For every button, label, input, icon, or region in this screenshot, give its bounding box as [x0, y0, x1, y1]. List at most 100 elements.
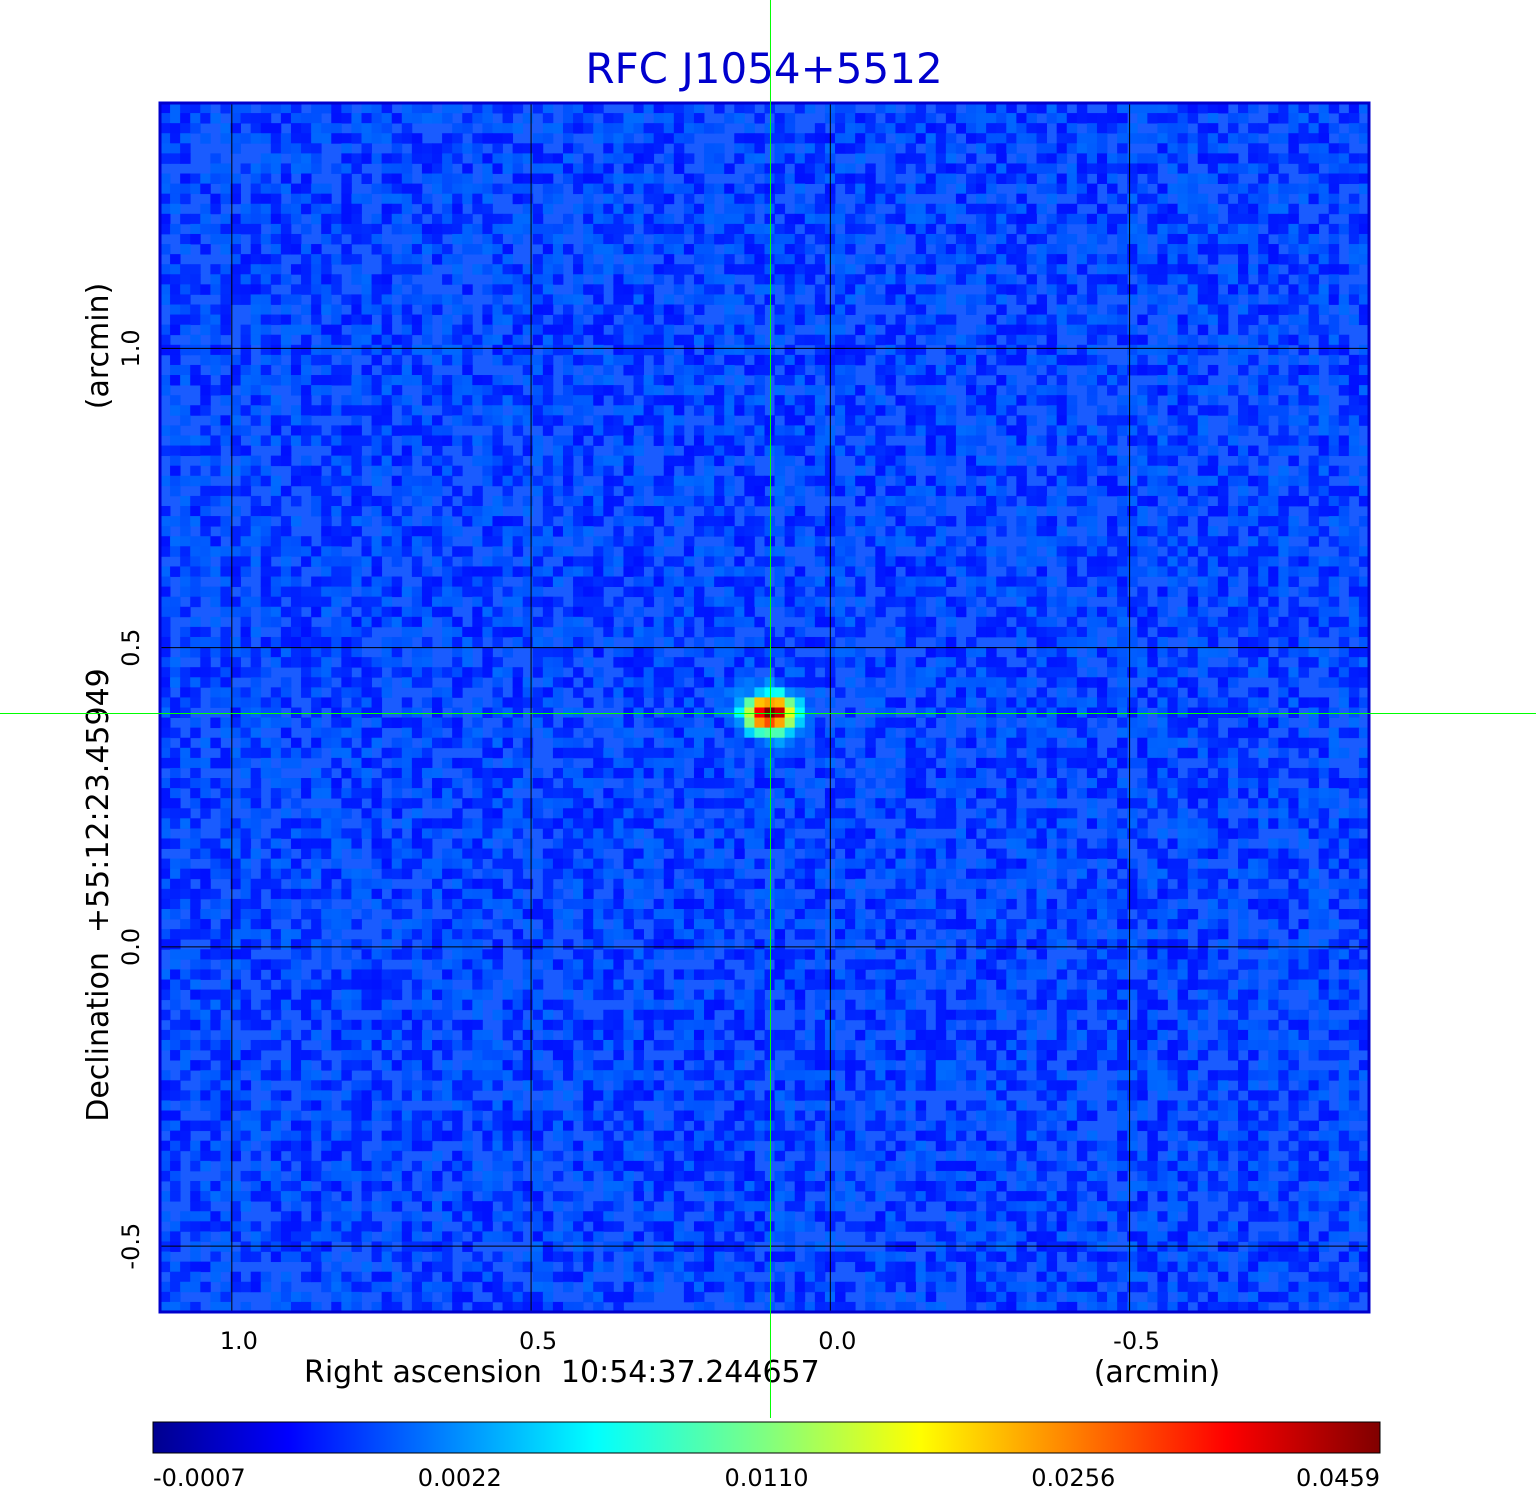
map-pixel — [432, 465, 443, 477]
map-pixel — [1227, 576, 1239, 587]
map-pixel — [814, 606, 826, 618]
map-pixel — [724, 516, 735, 527]
map-pixel — [381, 254, 393, 265]
map-pixel — [1248, 223, 1259, 235]
map-pixel — [1348, 576, 1360, 587]
map-pixel — [764, 274, 775, 285]
map-pixel — [391, 485, 403, 497]
map-pixel — [401, 636, 413, 648]
map-pixel — [583, 636, 594, 648]
map-pixel — [1338, 465, 1350, 477]
map-pixel — [230, 133, 241, 144]
map-pixel — [381, 284, 393, 295]
map-pixel — [1086, 667, 1098, 678]
map-pixel — [492, 254, 503, 265]
map-pixel — [1096, 143, 1108, 154]
map-pixel — [452, 576, 463, 587]
map-pixel — [512, 183, 524, 195]
map-pixel — [200, 113, 211, 124]
map-pixel — [764, 647, 775, 658]
map-pixel — [250, 375, 262, 386]
map-pixel — [1157, 526, 1168, 537]
map-pixel — [673, 375, 685, 386]
map-pixel — [190, 566, 201, 577]
map-pixel — [955, 193, 967, 205]
map-pixel — [643, 103, 655, 114]
map-pixel — [401, 435, 413, 446]
map-pixel — [704, 546, 715, 557]
map-pixel — [754, 395, 765, 406]
map-pixel — [835, 526, 846, 537]
map-pixel — [190, 596, 201, 608]
map-pixel — [522, 405, 534, 416]
map-pixel — [240, 344, 252, 356]
map-pixel — [754, 304, 765, 315]
map-pixel — [552, 657, 564, 668]
map-pixel — [653, 405, 665, 416]
map-pixel — [1127, 294, 1138, 305]
map-pixel — [160, 203, 171, 215]
map-pixel — [1278, 506, 1289, 517]
map-pixel — [432, 506, 443, 517]
map-pixel — [663, 596, 675, 608]
map-pixel — [1318, 616, 1330, 628]
map-pixel — [1217, 667, 1229, 678]
map-pixel — [210, 455, 221, 467]
map-pixel — [492, 304, 503, 315]
map-pixel — [1177, 163, 1189, 174]
map-pixel — [1026, 415, 1037, 426]
map-pixel — [482, 375, 493, 386]
map-pixel — [1268, 516, 1279, 527]
map-pixel — [704, 485, 715, 497]
map-pixel — [1016, 334, 1027, 346]
map-pixel — [1076, 425, 1088, 436]
map-pixel — [250, 657, 262, 668]
map-pixel — [653, 244, 665, 255]
map-pixel — [411, 284, 423, 295]
map-pixel — [321, 506, 332, 517]
map-pixel — [321, 536, 332, 547]
map-pixel — [955, 354, 967, 366]
map-pixel — [1117, 113, 1128, 124]
map-pixel — [522, 304, 534, 315]
map-pixel — [1187, 173, 1199, 184]
map-pixel — [1167, 415, 1178, 426]
map-pixel — [593, 264, 604, 275]
map-pixel — [764, 344, 775, 356]
map-pixel — [1157, 465, 1168, 477]
map-pixel — [1288, 475, 1299, 487]
map-pixel — [1227, 334, 1239, 346]
map-pixel — [1358, 616, 1369, 628]
map-pixel — [522, 586, 534, 598]
map-pixel — [170, 123, 181, 134]
map-pixel — [1177, 213, 1189, 225]
map-pixel — [351, 264, 362, 275]
map-pixel — [814, 576, 826, 587]
map-pixel — [1308, 395, 1320, 406]
map-pixel — [945, 143, 957, 154]
map-pixel — [1197, 576, 1209, 587]
map-pixel — [905, 203, 917, 215]
map-pixel — [411, 647, 423, 658]
map-pixel — [603, 233, 614, 245]
map-pixel — [814, 616, 826, 628]
map-pixel — [966, 244, 977, 255]
map-pixel — [855, 233, 866, 245]
map-pixel — [1127, 435, 1138, 446]
map-pixel — [472, 334, 483, 346]
map-pixel — [351, 294, 362, 305]
map-pixel — [512, 395, 524, 406]
map-pixel — [1066, 133, 1078, 144]
map-pixel — [1187, 536, 1199, 547]
map-pixel — [1137, 626, 1148, 638]
map-pixel — [371, 123, 383, 134]
map-pixel — [1056, 556, 1068, 567]
map-pixel — [794, 213, 806, 225]
map-pixel — [361, 576, 372, 587]
map-pixel — [945, 223, 957, 235]
map-pixel — [774, 314, 786, 326]
map-pixel — [653, 133, 665, 144]
map-pixel — [855, 354, 866, 366]
map-pixel — [1127, 556, 1138, 567]
map-pixel — [563, 465, 574, 477]
